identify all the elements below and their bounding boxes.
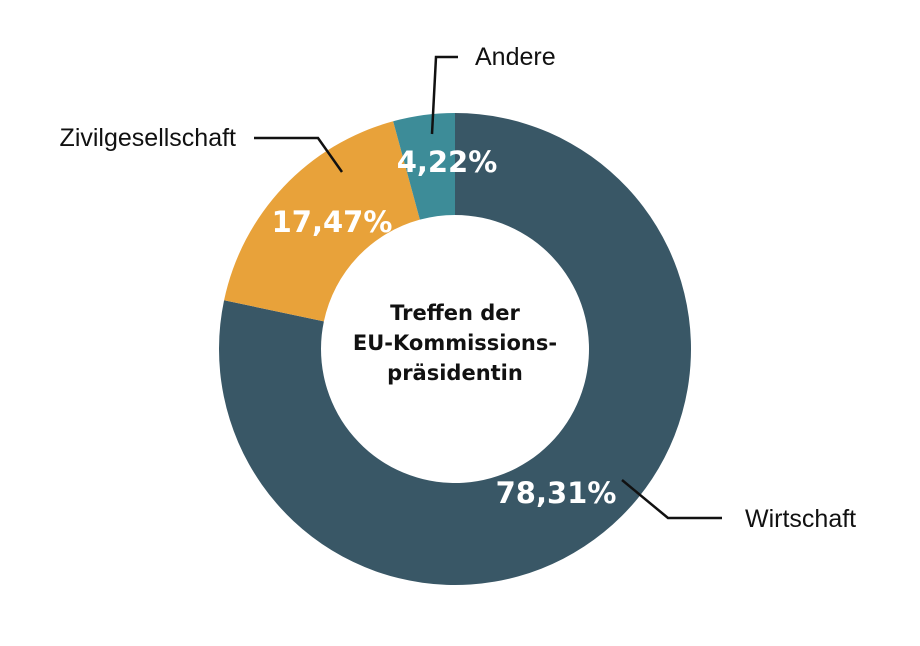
center-label: Treffen der EU-Kommissions- präsidentin (353, 301, 557, 385)
center-label-line-3: präsidentin (387, 361, 523, 385)
center-label-line-2: EU-Kommissions- (353, 331, 557, 355)
slice-value-wirtschaft: 78,31% (496, 476, 617, 510)
slice-label-wirtschaft: Wirtschaft (745, 505, 856, 533)
slice-wirtschaft (219, 113, 692, 585)
slice-value-zivilgesellschaft: 17,47% (272, 205, 393, 239)
slice-label-zivilgesellschaft: Zivilgesellschaft (60, 124, 237, 152)
leader-line-zivilgesellschaft (254, 136, 344, 173)
slice-andere (393, 113, 455, 220)
leader-line-andere (430, 55, 458, 135)
center-label-line-1: Treffen der (390, 301, 520, 325)
slice-label-andere: Andere (475, 43, 556, 71)
slice-value-andere: 4,22% (397, 145, 498, 179)
leader-line-wirtschaft (621, 479, 722, 520)
donut-slices (219, 113, 692, 585)
slice-zivilgesellschaft (224, 121, 420, 322)
